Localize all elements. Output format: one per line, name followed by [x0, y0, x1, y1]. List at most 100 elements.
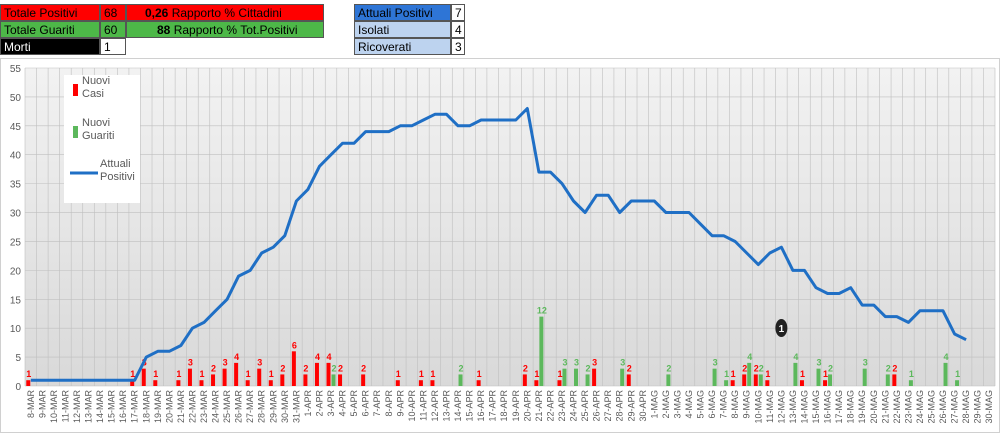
- y-tick-label: 20: [10, 266, 22, 277]
- x-tick-label: 15-MAG: [811, 390, 821, 424]
- nuovi-casi-label: 1: [731, 369, 736, 379]
- nuovi-casi-bar: [314, 362, 319, 386]
- x-tick-label: 30-MAR: [280, 390, 290, 424]
- nuovi-casi-bar: [303, 374, 308, 386]
- nuovi-guariti-bar: [793, 362, 798, 386]
- nuovi-casi-bar: [199, 380, 204, 386]
- nuovi-casi-bar: [153, 380, 158, 386]
- nuovi-casi-bar: [234, 362, 239, 386]
- x-tick-label: 13-MAR: [84, 390, 94, 424]
- x-tick-label: 20-APR: [522, 390, 532, 422]
- totale-positivi-value: 68: [100, 4, 126, 21]
- x-tick-label: 11-APR: [418, 390, 428, 421]
- x-tick-label: 17-MAG: [834, 390, 844, 424]
- nuovi-guariti-label: 4: [793, 352, 798, 362]
- x-tick-label: 15-MAR: [107, 390, 117, 424]
- nuovi-casi-label: 1: [557, 369, 562, 379]
- nuovi-casi-bar: [430, 380, 435, 386]
- nuovi-guariti-bar: [458, 374, 463, 386]
- nuovi-guariti-bar: [955, 380, 960, 386]
- y-tick-label: 50: [10, 93, 22, 104]
- nuovi-casi-label: 1: [477, 369, 482, 379]
- x-tick-label: 19-APR: [511, 390, 521, 422]
- y-tick-label: 10: [10, 324, 22, 335]
- y-tick-label: 25: [10, 237, 22, 248]
- y-tick-label: 55: [10, 64, 22, 75]
- nuovi-casi-bar: [522, 374, 527, 386]
- nuovi-casi-bar: [557, 380, 562, 386]
- nuovi-casi-bar: [130, 380, 135, 386]
- nuovi-casi-bar: [176, 380, 181, 386]
- x-tick-label: 21-MAR: [176, 390, 186, 424]
- x-tick-label: 27-APR: [603, 390, 613, 422]
- nuovi-casi-bar: [141, 368, 146, 386]
- x-tick-label: 27-MAG: [950, 390, 960, 424]
- x-tick-label: 7-APR: [372, 390, 382, 417]
- nuovi-casi-label: 1: [130, 369, 135, 379]
- nuovi-casi-label: 4: [327, 352, 332, 362]
- x-tick-label: 23-MAR: [199, 390, 209, 424]
- x-tick-label: 13-MAG: [788, 390, 798, 424]
- isolati-label: Isolati: [354, 21, 451, 38]
- ricoverati-label: Ricoverati: [354, 38, 451, 55]
- x-tick-label: 16-APR: [476, 390, 486, 422]
- x-tick-label: 10-MAG: [753, 390, 763, 424]
- nuovi-guariti-bar: [539, 316, 544, 386]
- x-tick-label: 30-MAG: [984, 390, 994, 424]
- y-tick-label: 40: [10, 151, 22, 162]
- x-tick-label: 28-MAR: [257, 390, 267, 424]
- nuovi-casi-bar: [245, 380, 250, 386]
- nuovi-casi-label: 1: [246, 369, 251, 379]
- y-tick-label: 15: [10, 295, 22, 306]
- nuovi-guariti-label: 3: [713, 358, 718, 368]
- y-tick-label: 0: [15, 382, 21, 393]
- x-tick-label: 27-MAR: [245, 390, 255, 424]
- x-tick-label: 29-MAG: [973, 390, 983, 424]
- nuovi-casi-label: 2: [280, 363, 285, 373]
- x-tick-label: 14-MAG: [799, 390, 809, 424]
- x-tick-label: 6-APR: [361, 390, 371, 417]
- x-tick-label: 12-MAR: [72, 390, 82, 424]
- x-tick-label: 20-MAR: [164, 390, 174, 424]
- nuovi-casi-bar: [361, 374, 366, 386]
- nuovi-guariti-label: 3: [863, 358, 868, 368]
- x-tick-label: 2-MAG: [661, 390, 671, 419]
- x-tick-label: 23-APR: [557, 390, 567, 422]
- nuovi-guariti-label: 2: [586, 363, 591, 373]
- nuovi-casi-bar: [268, 380, 273, 386]
- x-tick-label: 28-APR: [615, 390, 625, 422]
- nuovi-casi-label: 1: [269, 369, 274, 379]
- x-tick-label: 17-MAR: [130, 390, 140, 424]
- nuovi-casi-label: 1: [176, 369, 181, 379]
- x-tick-label: 2-APR: [314, 390, 324, 417]
- rapporto-cittadini-label: Rapporto % Cittadini: [171, 6, 282, 20]
- x-tick-label: 11-MAG: [765, 390, 775, 423]
- legend-box: [64, 75, 140, 203]
- totale-guariti-label: Totale Guariti: [0, 21, 100, 38]
- nuovi-casi-label: 1: [430, 369, 435, 379]
- nuovi-guariti-label: 3: [620, 358, 625, 368]
- nuovi-casi-bar: [534, 380, 539, 386]
- nuovi-casi-label: 1: [823, 369, 828, 379]
- nuovi-guariti-label: 2: [459, 363, 464, 373]
- isolati-value: 4: [451, 21, 465, 38]
- nuovi-guariti-bar: [562, 368, 567, 386]
- x-tick-label: 21-MAG: [880, 390, 890, 424]
- nuovi-casi-bar: [418, 380, 423, 386]
- nuovi-casi-bar: [280, 374, 285, 386]
- nuovi-guariti-bar: [862, 368, 867, 386]
- nuovi-casi-bar: [742, 374, 747, 386]
- nuovi-casi-label: 4: [315, 352, 320, 362]
- x-tick-label: 21-APR: [534, 390, 544, 422]
- nuovi-guariti-label: 3: [574, 358, 579, 368]
- nuovi-casi-label: 1: [199, 369, 204, 379]
- morti-value: 1: [100, 38, 126, 55]
- nuovi-casi-label: 1: [153, 369, 158, 379]
- x-tick-label: 24-APR: [569, 390, 579, 422]
- nuovi-casi-label: 2: [303, 363, 308, 373]
- x-tick-label: 29-MAR: [268, 390, 278, 424]
- nuovi-casi-bar: [592, 368, 597, 386]
- x-tick-label: 28-MAG: [961, 390, 971, 424]
- x-tick-label: 26-MAR: [234, 390, 244, 424]
- x-tick-label: 9-MAG: [742, 390, 752, 419]
